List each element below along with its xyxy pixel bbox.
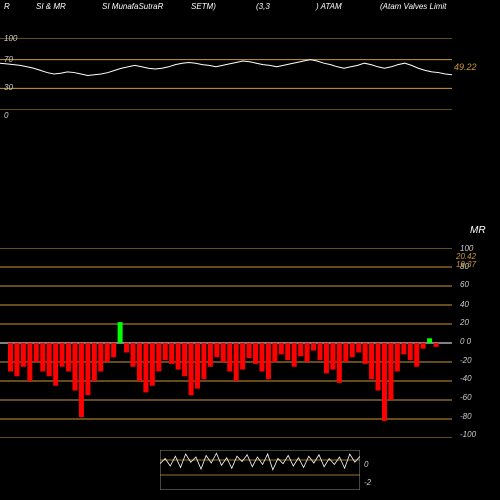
rsi-current-value: 49.22 [454,62,477,72]
osc-axis-label: 0 [364,460,368,469]
header-text: SI & MR [36,2,66,11]
rsi-axis-label: 100 [4,34,17,43]
header-text: SI MunafaSutraR [102,2,163,11]
mr-label: MR [470,225,486,236]
header-text: SETM) [191,2,216,11]
header-text: ) ATAM [316,2,342,11]
chart-container: R SI & MR SI MunafaSutraR SETM) (3,3 ) ATAM (A… [0,0,500,500]
header-text: (Atam Valves Limit [380,2,446,11]
mr-axis-label: -40 [460,374,472,383]
mr-current-value: 19.37 [456,260,476,269]
mr-axis-label: -80 [460,412,472,421]
mr-axis-label: -60 [460,393,472,402]
osc-axis-label: -2 [364,478,371,487]
mr-axis-label: 60 [460,280,469,289]
chart-header: R SI & MR SI MunafaSutraR SETM) (3,3 ) ATAM (A… [0,2,500,16]
rsi-axis-label: 70 [4,55,13,64]
mr-axis-label: 40 [460,300,469,309]
mr-axis-label: -100 [460,430,476,439]
oscillator-chart [160,450,360,490]
rsi-chart [0,38,452,110]
header-text: R [4,2,10,11]
mr-axis-label: 20 [460,318,469,327]
rsi-axis-label: 30 [4,83,13,92]
mr-bar-chart [0,248,452,438]
header-text: (3,3 [256,2,270,11]
rsi-axis-label: 0 [4,111,8,120]
mr-axis-label: -20 [460,356,472,365]
mr-axis-label: 0 0 [460,337,471,346]
